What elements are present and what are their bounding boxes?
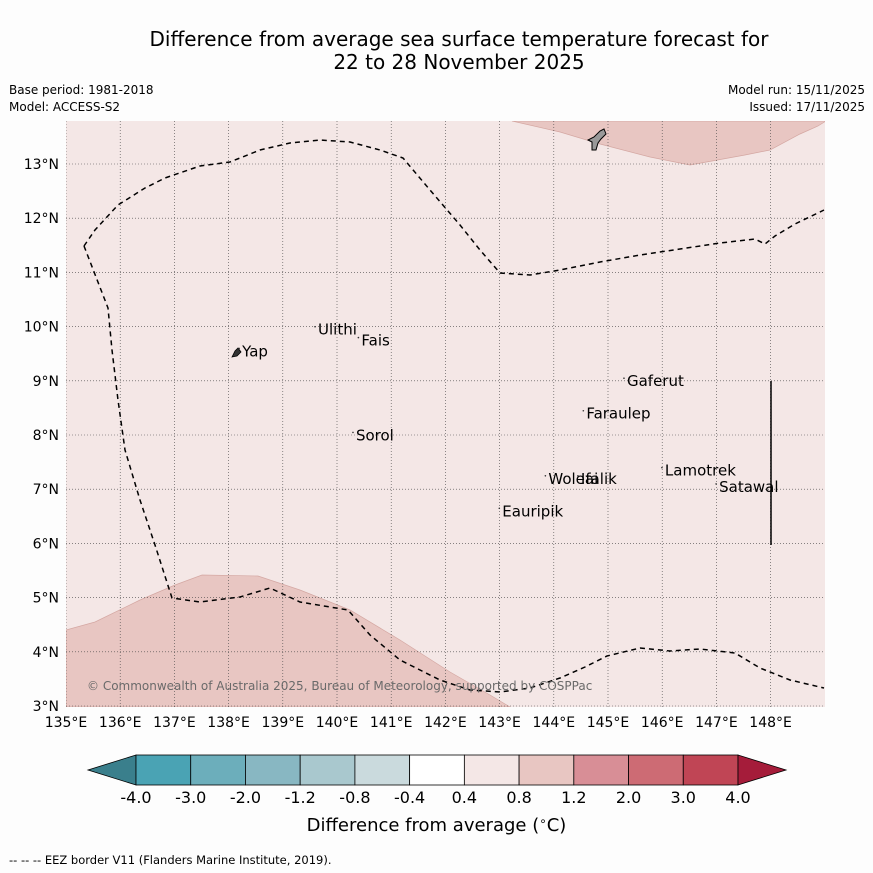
colorbar-tick-label: 2.0 [616, 788, 641, 807]
lat-tick-label: 3°N [33, 699, 59, 715]
lon-tick-label: 137°E [153, 715, 196, 731]
island-marker [623, 377, 625, 380]
island-label-eauripik: Eauripik [502, 502, 563, 520]
colorbar-segment [354, 754, 411, 786]
colorbar-segment [409, 754, 465, 786]
colorbar-segment [682, 754, 739, 786]
island-marker [582, 409, 585, 412]
lon-tick-label: 148°E [749, 715, 792, 731]
warm-anomaly-north [511, 121, 825, 166]
lat-tick-label: 10°N [24, 320, 59, 336]
colorbar-label-text: Difference from average ( [306, 815, 540, 836]
colorbar-tick-label: -3.0 [175, 788, 206, 807]
colorbar: -4.0 -3.0 -2.0 -1.2 -0.8 -0.4 0.4 0.8 1.2 2.0 3.0 4… [86, 754, 788, 807]
meta-right: Model run: 15/11/2025 Issued: 17/11/2025 [728, 82, 865, 116]
lon-tick-label: 142°E [424, 715, 467, 731]
lon-tick-label: 135°E [45, 715, 88, 731]
longitude-axis: 135°E 136°E 137°E 138°E 139°E 140°E 141°E 142°E… [45, 715, 792, 731]
lat-tick-label: 9°N [33, 374, 59, 390]
yap-island [231, 347, 242, 358]
lat-tick-label: 12°N [24, 211, 59, 227]
lat-tick-label: 7°N [33, 482, 59, 498]
guam-island [586, 128, 607, 151]
island-label-gaferut: Gaferut [627, 372, 684, 390]
colorbar-segment [573, 754, 629, 786]
lat-tick-label: 5°N [33, 591, 59, 607]
island-marker [238, 347, 240, 350]
issued-date: Issued: 17/11/2025 [749, 100, 865, 114]
latitude-axis: 3°N 4°N 5°N 6°N 7°N 8°N 9°N 10°N 11°N 12°N 13°N [24, 157, 59, 715]
island-label-ulithi: Ulithi [318, 321, 357, 339]
colorbar-tick-label: -4.0 [120, 788, 151, 807]
colorbar-tick-label: 0.4 [452, 788, 477, 807]
island-marker [577, 474, 579, 477]
lon-tick-label: 136°E [99, 715, 142, 731]
eez-legend-note: -- -- -- EEZ border V11 (Flanders Marine… [9, 853, 332, 867]
colorbar-segment [135, 754, 192, 786]
colorbar-tick-label: 3.0 [671, 788, 696, 807]
colorbar-extend-low [86, 754, 137, 786]
eez-border-north-south [83, 245, 825, 693]
lon-tick-label: 145°E [587, 715, 630, 731]
degree-symbol: ∘ [539, 814, 547, 828]
colorbar-tick-label: -0.4 [394, 788, 425, 807]
colorbar-segment [299, 754, 356, 786]
island-marker [314, 325, 316, 328]
island-label-satawal: Satawal [719, 478, 778, 496]
island-marker [661, 466, 663, 469]
meta-left: Base period: 1981-2018 Model: ACCESS-S2 [9, 82, 154, 116]
lat-tick-label: 13°N [24, 157, 59, 173]
lon-tick-label: 143°E [478, 715, 521, 731]
island-label-faraulep: Faraulep [586, 405, 650, 423]
colorbar-tick-label: 1.2 [561, 788, 586, 807]
colorbar-tick-label: -1.2 [285, 788, 316, 807]
lat-tick-label: 4°N [33, 645, 59, 661]
island-marker [544, 474, 547, 477]
island-label-woleai: Woleai [548, 470, 598, 488]
colorbar-tick-label: 4.0 [725, 788, 750, 807]
island-label-fais: Fais [361, 332, 390, 350]
grid-lines [66, 121, 825, 707]
lat-tick-label: 11°N [24, 265, 59, 281]
island-marker [715, 483, 717, 485]
title-line-2: 22 to 28 November 2025 [333, 50, 585, 74]
colorbar-extend-high [737, 754, 788, 786]
colorbar-label-unit: C) [546, 815, 567, 836]
island-label-yap: Yap [241, 342, 268, 360]
lon-tick-label: 138°E [207, 715, 250, 731]
colorbar-tick-label: -2.0 [230, 788, 261, 807]
lon-tick-label: 141°E [370, 715, 413, 731]
title-line-1: Difference from average sea surface temp… [149, 27, 769, 51]
chart-title: Difference from average sea surface temp… [0, 28, 873, 74]
island-marker [352, 431, 354, 434]
island-label-lamotrek: Lamotrek [665, 462, 736, 480]
base-period: Base period: 1981-2018 [9, 83, 154, 97]
colorbar-segment [190, 754, 246, 786]
copyright-notice: © Commonwealth of Australia 2025, Bureau… [87, 679, 592, 693]
lat-tick-label: 6°N [33, 536, 59, 552]
model-run: Model run: 15/11/2025 [727, 83, 865, 97]
island-label-sorol: Sorol [356, 426, 394, 444]
lat-tick-label: 8°N [33, 428, 59, 444]
warm-anomaly-south [66, 574, 511, 707]
lon-tick-label: 146°E [641, 715, 684, 731]
colorbar-label: Difference from average (∘C) [0, 814, 873, 836]
island-label-ifalik: Ifalik [581, 470, 617, 488]
eez-border-west [83, 139, 825, 276]
colorbar-segment [628, 754, 684, 786]
lon-tick-label: 144°E [533, 715, 576, 731]
colorbar-segment [463, 754, 520, 786]
island-marker [498, 507, 501, 510]
island-marker [357, 336, 360, 339]
colorbar-tick-label: -0.8 [339, 788, 370, 807]
colorbar-tick-label: 0.8 [506, 788, 531, 807]
lon-tick-label: 147°E [695, 715, 738, 731]
colorbar-segment [245, 754, 301, 786]
lon-tick-label: 140°E [316, 715, 359, 731]
lon-tick-label: 139°E [262, 715, 305, 731]
colorbar-segment [518, 754, 575, 786]
model-name: Model: ACCESS-S2 [9, 100, 121, 114]
